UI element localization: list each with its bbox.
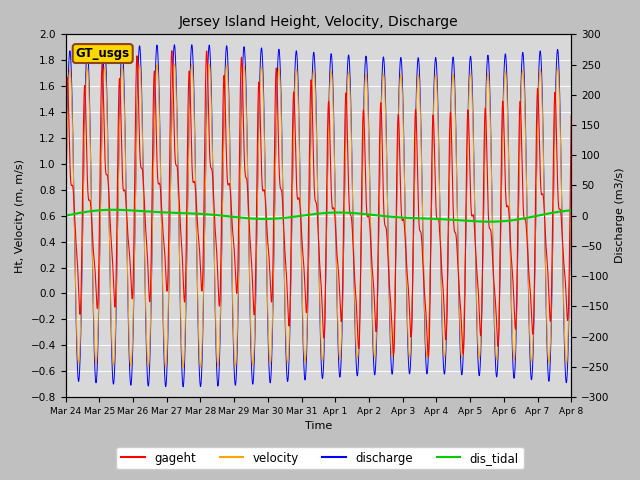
- Legend: gageht, velocity, discharge, dis_tidal: gageht, velocity, discharge, dis_tidal: [116, 447, 524, 469]
- Title: Jersey Island Height, Velocity, Discharge: Jersey Island Height, Velocity, Discharg…: [179, 15, 458, 29]
- Text: GT_usgs: GT_usgs: [76, 47, 130, 60]
- Y-axis label: Discharge (m3/s): Discharge (m3/s): [615, 168, 625, 264]
- X-axis label: Time: Time: [305, 421, 332, 432]
- Y-axis label: Ht, Velocity (m, m/s): Ht, Velocity (m, m/s): [15, 159, 25, 273]
